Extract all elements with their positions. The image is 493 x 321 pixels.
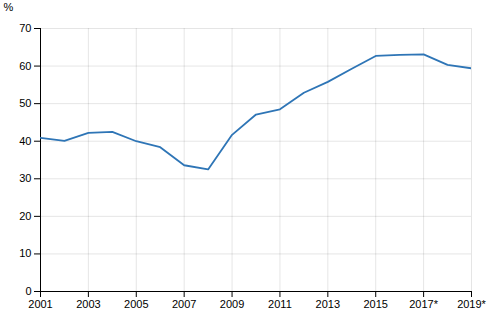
svg-text:20: 20	[19, 210, 31, 222]
svg-text:0: 0	[25, 285, 31, 297]
svg-text:2013: 2013	[316, 298, 340, 310]
svg-text:2015: 2015	[363, 298, 387, 310]
svg-text:2011: 2011	[268, 298, 292, 310]
svg-text:40: 40	[19, 135, 31, 147]
svg-text:60: 60	[19, 60, 31, 72]
svg-text:2017*: 2017*	[409, 298, 438, 310]
svg-text:2005: 2005	[124, 298, 148, 310]
svg-text:2019*: 2019*	[457, 298, 486, 310]
svg-text:2007: 2007	[172, 298, 196, 310]
svg-text:2009: 2009	[220, 298, 244, 310]
svg-text:50: 50	[19, 97, 31, 109]
svg-text:2003: 2003	[76, 298, 100, 310]
svg-text:2001: 2001	[28, 298, 52, 310]
svg-text:70: 70	[19, 22, 31, 34]
svg-text:30: 30	[19, 172, 31, 184]
svg-text:10: 10	[19, 247, 31, 259]
svg-text:%: %	[4, 1, 14, 13]
